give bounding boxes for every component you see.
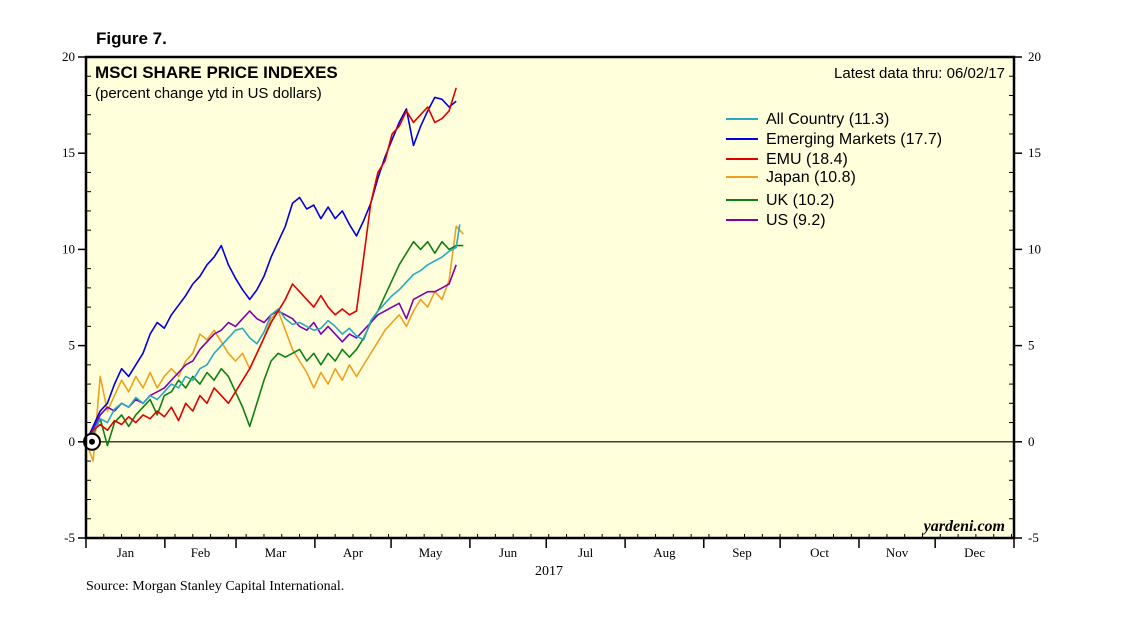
- y-tick-label-left: 0: [69, 434, 76, 449]
- x-month-label: Nov: [886, 545, 909, 560]
- figure-label: Figure 7.: [96, 29, 167, 48]
- axes: -5 -5 0 0 5 5 10 10 15 15 20 20 Jan Feb Mar Apr May Jun Ju…: [62, 49, 1041, 560]
- x-month-label: Apr: [343, 545, 364, 560]
- y-tick-label-left: 5: [69, 338, 76, 353]
- chart-subtitle: (percent change ytd in US dollars): [95, 85, 322, 102]
- series-line-all-country: [85, 224, 461, 443]
- series-line-uk: [85, 240, 464, 447]
- y-tick-label-right: 15: [1028, 145, 1041, 160]
- x-month-label: Dec: [964, 545, 985, 560]
- y-tick-label-right: 20: [1028, 49, 1041, 64]
- chart-title: MSCI SHARE PRICE INDEXES: [95, 63, 338, 82]
- series-line-japan: [85, 225, 464, 462]
- y-tick-label-right: 5: [1028, 338, 1035, 353]
- y-tick-label-left: 10: [62, 241, 75, 256]
- x-month-label: Feb: [191, 545, 211, 560]
- x-axis-year-label: 2017: [535, 564, 563, 579]
- series-line-emerging-markets: [85, 96, 457, 443]
- plot-frame: [84, 55, 1016, 540]
- start-marker-dot: [89, 438, 95, 445]
- x-month-label: Oct: [810, 545, 829, 560]
- legend-label: Emerging Markets (17.7): [766, 131, 942, 148]
- watermark: yardeni.com: [922, 518, 1005, 535]
- y-tick-label-right: -5: [1028, 530, 1039, 545]
- legend-label: EMU (18.4): [766, 151, 848, 168]
- x-month-label: Sep: [732, 545, 752, 560]
- legend-label: UK (10.2): [766, 192, 834, 209]
- x-month-label: Jun: [499, 545, 518, 560]
- legend-label: All Country (11.3): [766, 111, 889, 128]
- y-tick-label-right: 10: [1028, 241, 1041, 256]
- x-month-label: Aug: [653, 545, 676, 560]
- x-month-label: Jul: [578, 545, 594, 560]
- y-tick-label-left: 20: [62, 49, 75, 64]
- x-month-label: Jan: [117, 545, 135, 560]
- series-line-emu: [85, 87, 457, 443]
- legend-label: Japan (10.8): [766, 169, 856, 186]
- legend: All Country (11.3) Emerging Markets (17.7…: [726, 111, 942, 229]
- x-month-label: May: [419, 545, 443, 560]
- source-note: Source: Morgan Stanley Capital Internati…: [86, 579, 344, 594]
- y-tick-label-left: 15: [62, 145, 75, 160]
- x-month-label: Mar: [265, 545, 287, 560]
- y-tick-label-left: -5: [64, 530, 75, 545]
- latest-data-note: Latest data thru: 06/02/17: [834, 65, 1005, 82]
- series-lines: [83, 87, 464, 462]
- legend-label: US (9.2): [766, 212, 826, 229]
- plot-background: [86, 57, 1014, 538]
- y-tick-label-right: 0: [1028, 434, 1035, 449]
